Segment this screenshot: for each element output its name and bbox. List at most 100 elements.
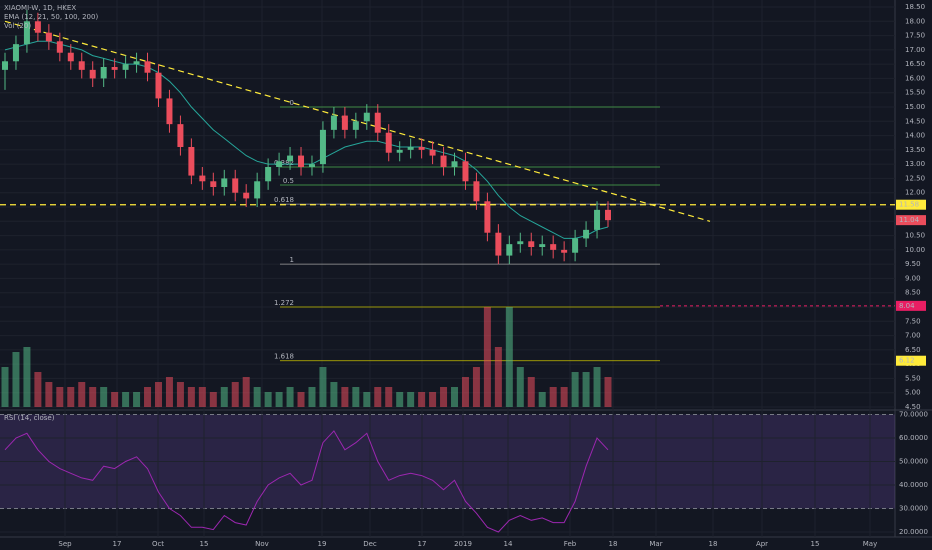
candle-body	[605, 209, 611, 221]
candle-body	[484, 201, 491, 233]
x-tick-label: 19	[318, 540, 327, 548]
candle-body	[319, 129, 326, 165]
volume-bar	[385, 387, 393, 407]
price-label-box	[896, 355, 926, 366]
candle-body	[265, 167, 272, 182]
candle-body	[100, 67, 107, 79]
candle-body	[528, 241, 535, 247]
volume-bar	[429, 392, 437, 407]
candle-body	[495, 232, 502, 256]
x-tick-label: 17	[418, 540, 427, 548]
rsi-tick-label: 70.0000	[899, 411, 928, 419]
volume-bar	[604, 377, 612, 407]
volume-bar	[198, 387, 206, 407]
y-tick-label: 12.50	[905, 174, 925, 182]
candle-body	[232, 178, 239, 193]
y-tick-label: 5.50	[905, 374, 921, 382]
y-tick-label: 16.50	[905, 60, 925, 68]
volume-bar	[538, 392, 546, 407]
rsi-title: RSI (14, close)	[4, 414, 55, 422]
y-tick-label: 14.00	[905, 132, 925, 140]
candle-body	[166, 98, 173, 125]
x-tick-label: 14	[504, 540, 513, 548]
y-tick-label: 10.50	[905, 232, 925, 240]
candle-body	[144, 61, 151, 73]
candle-body	[78, 61, 85, 70]
volume-bar	[593, 367, 601, 407]
candle-body	[45, 32, 52, 42]
y-tick-label: 16.00	[905, 74, 925, 82]
candle-body	[12, 44, 19, 62]
volume-bar	[451, 387, 459, 407]
rsi-tick-label: 30.0000	[899, 505, 928, 513]
y-tick-label: 9.00	[905, 274, 921, 282]
candle-body	[451, 161, 458, 167]
x-tick-label: Apr	[756, 540, 768, 548]
indicator-label: EMA (12, 21, 50, 100, 200)	[4, 13, 98, 21]
volume-bar	[209, 392, 217, 407]
fib-label: 1.618	[274, 353, 294, 361]
candle-body	[473, 181, 480, 202]
volume-bar	[23, 347, 31, 407]
candle-body	[111, 67, 118, 70]
volume-bar	[78, 382, 86, 407]
rsi-line	[4, 430, 609, 533]
volume-bar	[440, 387, 448, 407]
y-tick-label: 5.00	[905, 389, 921, 397]
candle-body	[243, 192, 250, 199]
x-tick-label: Dec	[363, 540, 377, 548]
volume-bar	[242, 377, 250, 407]
y-tick-label: 6.50	[905, 346, 921, 354]
x-tick-label: May	[863, 540, 877, 548]
x-tick-label: Feb	[564, 540, 577, 548]
candle-body	[396, 149, 403, 153]
candle-body	[298, 155, 305, 167]
candle-body	[89, 69, 96, 79]
marks: 0 0.382 0.5 0.618 1 1.272 1.618	[0, 9, 895, 533]
candle-body	[254, 181, 261, 199]
volume-bar	[461, 377, 469, 407]
x-tick-label: 15	[200, 540, 209, 548]
volume-bar	[516, 367, 524, 407]
candle-body	[210, 181, 217, 187]
y-tick-label: 7.00	[905, 332, 921, 340]
candle-body	[188, 147, 195, 176]
volume-bar	[527, 377, 535, 407]
y-tick-label: 10.00	[905, 246, 925, 254]
candle-body	[407, 147, 414, 150]
volume-bar	[308, 387, 316, 407]
volume-bar	[330, 382, 338, 407]
candle-body	[34, 21, 41, 33]
volume-bar	[176, 382, 184, 407]
volume-bar	[582, 372, 590, 407]
indicator-label: Vol (20)	[4, 22, 31, 30]
volume-bar	[111, 392, 119, 407]
volume-bar	[144, 387, 152, 407]
x-tick-label: Mar	[649, 540, 662, 548]
price-label: 6.12	[899, 357, 915, 365]
volume-bar	[187, 387, 195, 407]
volume-bar	[67, 387, 75, 407]
volume-bar	[418, 392, 426, 407]
rsi-pane	[0, 411, 895, 537]
volume-bar	[264, 392, 272, 407]
candle-body	[572, 238, 579, 253]
y-tick-label: 15.50	[905, 89, 925, 97]
x-tick-label: 15	[811, 540, 820, 548]
candle-body	[352, 121, 359, 130]
volume-bar	[89, 387, 97, 407]
volume-bar	[341, 387, 349, 407]
volume-bar	[319, 367, 327, 407]
x-tick-label: 2019	[454, 540, 472, 548]
ema-line	[4, 40, 609, 239]
fib-label: 0.382	[274, 159, 294, 167]
y-tick-label: 18.50	[905, 3, 925, 11]
x-tick-label: 18	[709, 540, 718, 548]
grid	[0, 0, 895, 537]
price-label: 8.04	[899, 302, 915, 310]
volume-bar	[297, 392, 305, 407]
candle-body	[429, 149, 436, 156]
y-tick-label: 12.00	[905, 189, 925, 197]
x-tick-label: Oct	[152, 540, 164, 548]
